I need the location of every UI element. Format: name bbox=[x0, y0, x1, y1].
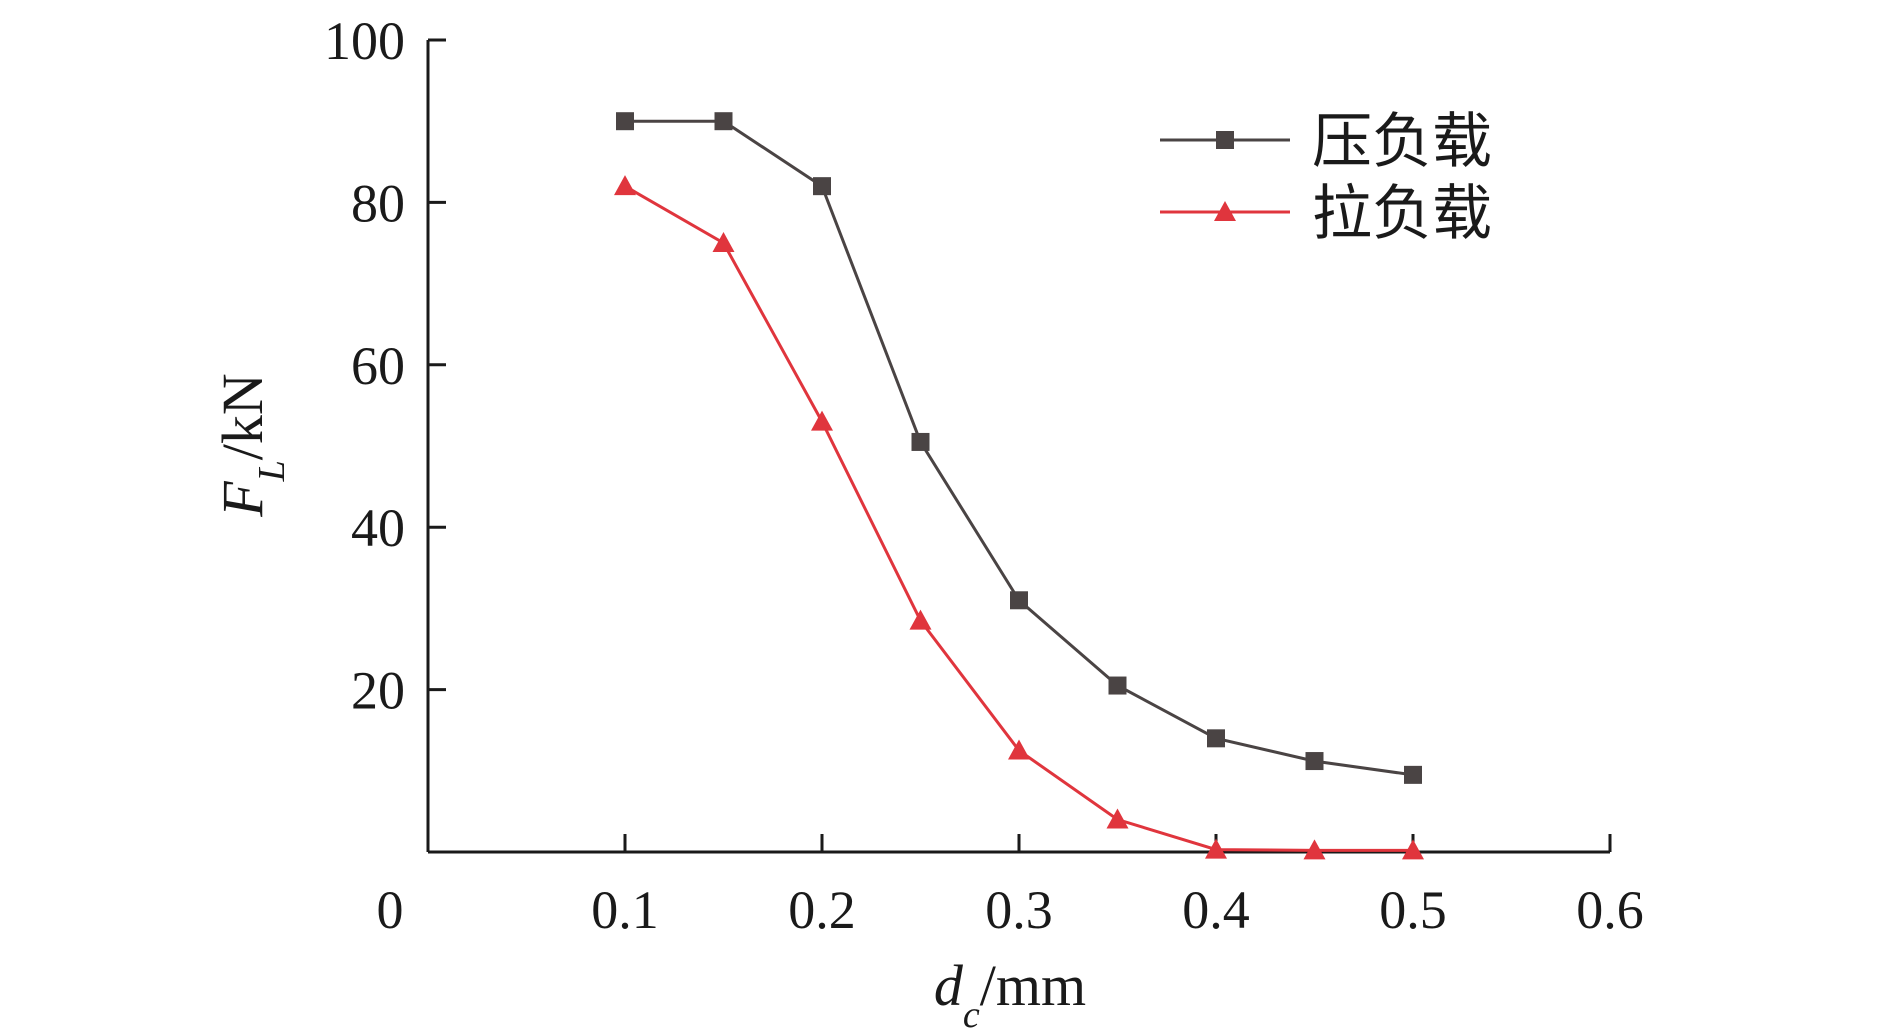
y-axis-ticks: 20 40 60 80 100 bbox=[324, 11, 446, 721]
data-point-square bbox=[1010, 591, 1028, 610]
data-point-triangle bbox=[1303, 839, 1326, 860]
data-point-square bbox=[1207, 729, 1225, 748]
legend-label-series-2: 拉负载 bbox=[1312, 179, 1492, 249]
y-tick-label: 60 bbox=[351, 336, 405, 396]
data-point-triangle bbox=[712, 232, 735, 252]
x-axis-ticks: 0 0.1 0.2 0.3 0.4 0.5 0.6 bbox=[377, 834, 1644, 940]
data-point-square bbox=[714, 112, 733, 131]
y-axis-title: FL/kN bbox=[210, 373, 293, 518]
y-tick-label: 100 bbox=[324, 11, 405, 71]
series-2 bbox=[614, 175, 1424, 860]
x-tick-label: 0.5 bbox=[1379, 880, 1447, 940]
x-axis-title: dc/mm bbox=[934, 953, 1086, 1031]
data-point-triangle bbox=[1008, 739, 1030, 760]
legend-label-series-1: 压负载 bbox=[1312, 107, 1492, 177]
legend: 压负载 拉负载 bbox=[1160, 107, 1492, 249]
legend-marker-triangle bbox=[1214, 201, 1236, 221]
data-point-square bbox=[1305, 752, 1324, 771]
y-tick-label: 80 bbox=[351, 173, 405, 233]
data-point-triangle bbox=[1106, 808, 1129, 829]
data-point-triangle bbox=[811, 410, 833, 431]
data-point-triangle bbox=[1402, 839, 1424, 860]
data-point-square bbox=[616, 112, 634, 131]
data-point-square bbox=[1404, 765, 1422, 784]
y-tick-label: 20 bbox=[351, 661, 405, 721]
x-tick-label: 0.2 bbox=[788, 880, 856, 940]
legend-marker-square bbox=[1216, 131, 1234, 149]
x-tick-label: 0.1 bbox=[591, 880, 659, 940]
data-point-square bbox=[813, 177, 831, 196]
x-tick-label: 0.6 bbox=[1576, 880, 1644, 940]
data-point-triangle bbox=[909, 609, 932, 630]
y-tick-label: 40 bbox=[351, 498, 405, 558]
data-point-square bbox=[911, 432, 930, 451]
series-1 bbox=[616, 112, 1422, 784]
x-tick-label: 0.3 bbox=[985, 880, 1053, 940]
series-layer bbox=[614, 112, 1424, 860]
data-point-triangle bbox=[1205, 838, 1227, 859]
x-tick-label: 0 bbox=[377, 880, 404, 940]
data-point-triangle bbox=[614, 175, 636, 196]
x-tick-label: 0.4 bbox=[1182, 880, 1250, 940]
data-point-square bbox=[1108, 676, 1127, 695]
series-line bbox=[625, 119, 1414, 777]
